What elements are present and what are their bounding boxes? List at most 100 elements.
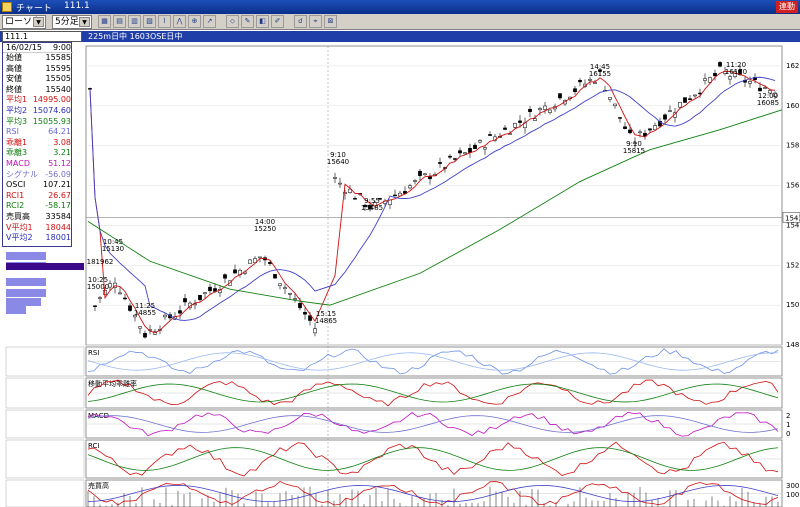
link-badge[interactable]: 連動 — [776, 1, 798, 13]
search-icon[interactable]: ☌ — [294, 15, 307, 28]
edit-icon[interactable]: ✐ — [271, 15, 284, 28]
candle-body — [703, 78, 707, 81]
annotation-time: 10:45 — [103, 238, 123, 246]
candle-body — [123, 297, 127, 300]
annotation-time: 15:15 — [316, 310, 336, 318]
volume-profile-bar — [6, 298, 41, 306]
candle-body — [533, 118, 537, 121]
panel-label: 始値 — [6, 53, 22, 62]
annotation-time: 14:00 — [255, 218, 275, 226]
candle-body — [538, 108, 542, 111]
line-chart-icon[interactable]: ⌇ — [158, 15, 171, 28]
candle-body — [98, 297, 102, 299]
indicator-line — [87, 411, 779, 437]
chevron-down-icon[interactable]: ▼ — [33, 17, 44, 27]
interval-select[interactable]: 5分足 ▼ — [52, 15, 92, 29]
chevron-down-icon[interactable]: ▼ — [79, 17, 90, 27]
y-tick-label: 154 — [786, 221, 800, 229]
symbol-input[interactable]: 111.1 — [2, 31, 82, 42]
pin-icon[interactable]: ⌖ — [309, 15, 322, 28]
panel-label: 売買高 — [6, 212, 30, 221]
candle-body — [128, 305, 132, 311]
panel-row: 高値 15595 — [3, 64, 73, 74]
panel-value: 15540 — [45, 84, 71, 94]
cursor-icon[interactable]: ⬦ — [226, 15, 239, 28]
candle-body — [463, 152, 467, 155]
candle-body — [248, 259, 252, 264]
panel-label: シグナル — [6, 169, 38, 179]
candle-body — [93, 305, 97, 307]
y-tick-label: 150 — [786, 301, 799, 309]
zoom-icon[interactable]: ⊕ — [188, 15, 201, 28]
panel-label: MACD — [6, 159, 30, 168]
subpanel-tick: 2 — [786, 412, 790, 420]
list-icon[interactable]: ▥ — [128, 15, 141, 28]
candle-body — [183, 298, 187, 303]
panel-row: 始値 15585 — [3, 53, 73, 63]
subpanel-side — [5, 409, 85, 439]
candle-body — [608, 97, 612, 100]
panel-label: 平均1 — [6, 95, 28, 105]
sheet-icon[interactable]: ▧ — [143, 15, 156, 28]
annotation-time: 9:55 — [364, 197, 380, 205]
volume-profile-current — [6, 263, 84, 270]
ma1-line — [89, 70, 776, 334]
eraser-icon[interactable]: ◧ — [256, 15, 269, 28]
candle-body — [638, 131, 642, 134]
indicator-line — [87, 348, 779, 375]
zigzag-icon[interactable]: ⋀ — [173, 15, 186, 28]
annotation-time: 11:20 — [726, 61, 746, 69]
candle-body — [658, 121, 662, 127]
candle-body — [653, 125, 657, 130]
candle-body — [143, 333, 147, 338]
annotation-time: 9:10 — [330, 151, 346, 159]
panel-label: 平均3 — [6, 116, 28, 126]
subpanel-side — [5, 479, 85, 507]
candle-body — [518, 120, 522, 123]
candle-body — [728, 76, 732, 80]
panel-label: RSI — [6, 127, 19, 137]
volume-profile-bar — [6, 252, 46, 260]
panel-value: 15505 — [45, 74, 71, 84]
mark-icon[interactable]: ⊠ — [324, 15, 337, 28]
candle-body — [503, 127, 507, 130]
panel-label: RCI2 — [6, 201, 25, 211]
panel-label: 安値 — [6, 74, 22, 84]
chart-type-select[interactable]: ローソク ▼ — [2, 15, 46, 29]
candle-body — [593, 82, 597, 84]
candle-body — [598, 69, 602, 72]
candle-body — [668, 110, 672, 112]
indicator-line — [87, 447, 779, 471]
window-title: 111.1 — [64, 1, 90, 11]
panel-row: 売買高 33584 — [3, 212, 73, 222]
panel-value: 18001 — [45, 233, 71, 243]
annotation-value: 15640 — [327, 158, 349, 166]
app-title: チャート — [16, 4, 52, 14]
y-tick-label: 158 — [786, 142, 799, 150]
indicator-line — [87, 379, 779, 407]
price-marker-label: 1543 — [785, 214, 800, 222]
candle-body — [273, 274, 277, 279]
candle-body — [683, 97, 687, 103]
candle-body — [468, 148, 472, 153]
grid-icon[interactable]: ▤ — [113, 15, 126, 28]
subpanel-side — [5, 377, 85, 409]
subpanel-tick: 300 — [786, 482, 799, 490]
subpanel-tick: 100 — [786, 491, 799, 499]
subpanel-side — [5, 439, 85, 479]
panel-label: V平均2 — [6, 233, 33, 243]
annotation-value: 15000 — [87, 283, 109, 291]
table-icon[interactable]: ▦ — [98, 15, 111, 28]
trend-icon[interactable]: ↗ — [203, 15, 216, 28]
panel-row: 乖離1 3.08 — [3, 138, 73, 148]
candle-body — [298, 302, 302, 309]
price-marker-box — [782, 212, 800, 223]
candle-body — [258, 256, 262, 259]
candle-body — [483, 147, 487, 150]
pencil-icon[interactable]: ✎ — [241, 15, 254, 28]
candle-body — [633, 142, 637, 145]
panel-row: 平均3 15055.93 — [3, 117, 73, 127]
candle-body — [768, 90, 772, 94]
candle-body — [748, 81, 752, 84]
